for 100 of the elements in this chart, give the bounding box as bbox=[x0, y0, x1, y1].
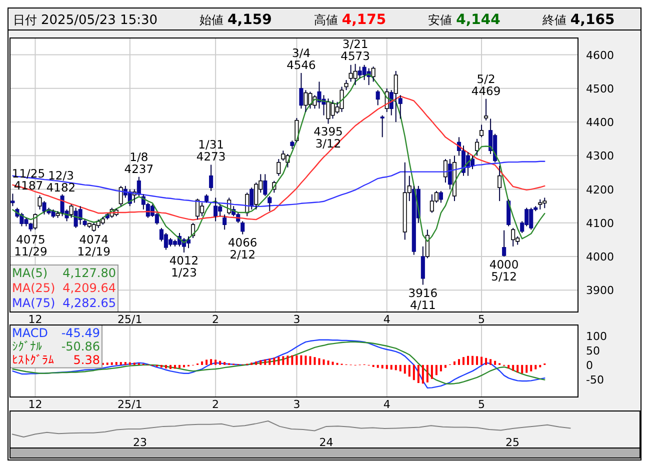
bar bbox=[412, 364, 415, 380]
candlestick bbox=[498, 165, 502, 202]
text: 4,144 bbox=[456, 12, 501, 28]
candlestick bbox=[209, 164, 214, 192]
bar bbox=[115, 362, 118, 365]
annotation: 4,282.65 bbox=[62, 296, 116, 310]
bar bbox=[224, 362, 226, 365]
x-tick-label: 2 bbox=[212, 313, 220, 326]
bar bbox=[476, 356, 478, 365]
candlestick bbox=[353, 63, 358, 86]
bar bbox=[508, 364, 510, 368]
candlestick bbox=[214, 197, 218, 222]
bar bbox=[467, 356, 470, 365]
bar bbox=[462, 357, 464, 365]
x-tick-label: 23 bbox=[133, 436, 148, 449]
y-tick-label: 3900 bbox=[586, 284, 614, 298]
annotation: 5/2 4469 bbox=[471, 72, 501, 98]
text: 安値 bbox=[428, 13, 452, 27]
bar bbox=[430, 364, 433, 379]
bar bbox=[291, 355, 294, 365]
annotation: 12/3 4182 bbox=[46, 168, 76, 194]
annotation: 4,127.80 bbox=[62, 266, 116, 280]
annotation: -50.86 bbox=[61, 340, 100, 354]
y-tick-label: 4000 bbox=[586, 250, 614, 264]
candlestick bbox=[10, 193, 15, 207]
bar bbox=[426, 364, 428, 382]
bar bbox=[296, 355, 298, 365]
bar bbox=[516, 364, 519, 373]
bar bbox=[160, 364, 162, 368]
bar bbox=[435, 364, 438, 376]
annotation: 11/25 4187 bbox=[12, 166, 46, 193]
candlestick bbox=[538, 198, 542, 210]
bar bbox=[472, 356, 474, 365]
text: 4,159 bbox=[228, 12, 272, 28]
bar bbox=[485, 358, 488, 365]
bar bbox=[210, 359, 212, 365]
candlestick bbox=[344, 80, 348, 91]
x-tick-label: 25/1 bbox=[118, 398, 142, 411]
bar bbox=[494, 360, 496, 365]
x-tick-label: 25/1 bbox=[118, 313, 142, 326]
text: 終値 bbox=[541, 13, 566, 27]
bar bbox=[110, 362, 113, 365]
candlestick bbox=[196, 198, 200, 220]
bar bbox=[264, 359, 266, 365]
text: 高値 bbox=[314, 13, 338, 27]
annotation: 1/31 4273 bbox=[196, 138, 226, 164]
x-tick-label: 4 bbox=[383, 398, 390, 411]
annotation: 1/8 4237 bbox=[124, 150, 154, 176]
bar bbox=[260, 360, 262, 365]
bar bbox=[417, 364, 420, 384]
bar bbox=[273, 358, 276, 365]
text: ﾋｽﾄｸﾞﾗﾑ bbox=[12, 353, 54, 368]
bar bbox=[214, 360, 217, 365]
x-tick-label: 4 bbox=[383, 313, 390, 326]
annotation: 4012 1/23 bbox=[169, 253, 199, 280]
candlestick bbox=[475, 138, 480, 156]
candlestick bbox=[250, 187, 254, 210]
y-tick-label: 4300 bbox=[586, 150, 614, 163]
bar bbox=[174, 364, 176, 369]
bar bbox=[408, 364, 410, 377]
bar bbox=[201, 361, 204, 365]
annotation: 4074 12/19 bbox=[77, 232, 110, 259]
bar bbox=[304, 356, 307, 365]
y-tick-label: 4600 bbox=[586, 48, 614, 62]
candlestick bbox=[371, 66, 376, 82]
candlestick bbox=[502, 230, 506, 258]
bar bbox=[327, 360, 330, 365]
bar bbox=[512, 364, 514, 371]
bar bbox=[183, 364, 186, 368]
candlestick bbox=[56, 210, 60, 218]
candlestick bbox=[240, 220, 245, 235]
text: 2025/05/23 15:30 bbox=[41, 13, 158, 28]
bar bbox=[322, 359, 325, 365]
x-tick-label: 5 bbox=[478, 398, 486, 411]
y-tick-label: 4100 bbox=[586, 216, 614, 230]
candlestick bbox=[448, 158, 452, 190]
annotation: 4066 2/12 bbox=[228, 235, 258, 262]
annotation: 3/4 4546 bbox=[286, 46, 316, 72]
x-tick-label: 12 bbox=[28, 398, 42, 411]
bar bbox=[376, 364, 379, 368]
bar bbox=[453, 361, 456, 365]
bar bbox=[539, 364, 542, 368]
candlestick bbox=[398, 94, 402, 120]
text: MA(75) bbox=[12, 296, 56, 310]
x-tick-label: 24 bbox=[319, 436, 334, 449]
y-tick-label: 100 bbox=[586, 330, 607, 343]
y-tick-label: 4200 bbox=[586, 183, 614, 196]
annotation: 5.38 bbox=[73, 353, 100, 368]
candlestick bbox=[340, 86, 344, 112]
bar bbox=[318, 358, 320, 365]
bar bbox=[282, 356, 284, 365]
bar bbox=[178, 364, 180, 368]
bar bbox=[534, 364, 537, 370]
bar bbox=[458, 359, 460, 365]
bar bbox=[300, 355, 302, 365]
text: 4,165 bbox=[570, 12, 615, 28]
bar bbox=[381, 364, 384, 368]
annotation: 3916 4/11 bbox=[408, 286, 438, 312]
bar bbox=[219, 360, 222, 365]
bar bbox=[444, 364, 446, 368]
